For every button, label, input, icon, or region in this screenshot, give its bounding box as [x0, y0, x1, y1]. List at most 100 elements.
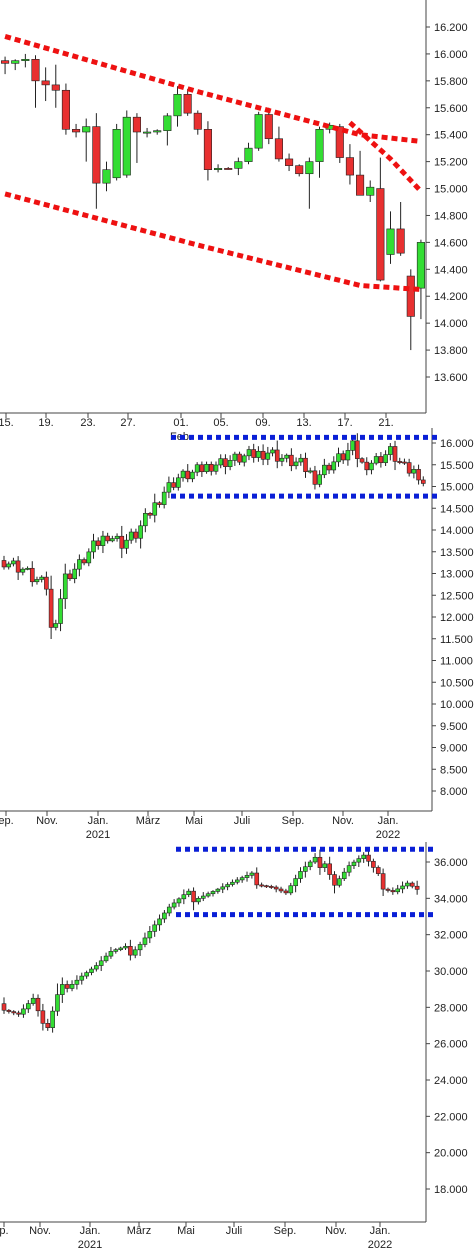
candle-down	[406, 462, 412, 474]
candle-up	[137, 944, 143, 951]
candle-up	[98, 960, 104, 966]
y-tick-label: 9.500	[440, 721, 468, 733]
candle-down	[48, 588, 54, 628]
trend-channel-top	[4, 34, 422, 144]
candle-up	[322, 863, 328, 868]
candle-up	[400, 885, 405, 890]
candle-down	[15, 560, 21, 573]
candle-up	[293, 461, 299, 467]
candle-up	[388, 446, 393, 455]
candle-down	[128, 945, 133, 956]
candle-up	[122, 116, 131, 176]
candle-up	[256, 450, 261, 458]
x-tick-label: 19.	[38, 417, 53, 429]
candle-up	[152, 924, 157, 932]
candle-up	[128, 531, 134, 541]
candle-up	[132, 949, 138, 956]
x-tick-label: 13.	[296, 417, 311, 429]
candle-down	[345, 157, 354, 176]
candle-up	[265, 452, 271, 460]
candle-up	[176, 898, 182, 904]
x-tick-label: p.	[0, 1225, 9, 1237]
candle-up	[118, 947, 123, 950]
candle-down	[259, 884, 264, 887]
candle-down	[132, 116, 141, 133]
candle-down	[326, 464, 332, 471]
candle-up	[143, 513, 148, 527]
candle-up	[142, 937, 148, 945]
candle-up	[55, 994, 60, 1012]
y-tick-label: 11.000	[440, 656, 473, 668]
candle-up	[114, 535, 120, 539]
candle-down	[396, 228, 405, 254]
x-tick-label: Nov.	[332, 815, 354, 827]
y-tick-label: 8.500	[440, 764, 468, 776]
x-tick-label: Jan.	[370, 1225, 391, 1237]
candle-up	[62, 573, 68, 600]
candle-up	[162, 912, 167, 920]
candle-down	[147, 513, 153, 516]
candle-up	[186, 890, 191, 896]
candle-up	[176, 477, 181, 488]
candle-up	[173, 94, 182, 117]
candle-up	[215, 888, 221, 892]
candle-up	[152, 502, 158, 516]
candle-down	[264, 885, 269, 888]
y-tick-label: 8.000	[440, 786, 468, 798]
trend-channel-bottom	[4, 191, 422, 292]
candle-down	[355, 440, 360, 459]
candle-up	[279, 457, 285, 462]
candle-up	[69, 984, 75, 989]
candle-down	[264, 114, 273, 140]
candle-up	[103, 955, 109, 962]
candle-up	[351, 861, 357, 866]
y-tick-label: 24.000	[434, 1075, 468, 1087]
candle-up	[21, 59, 30, 61]
candle-down	[40, 1010, 46, 1024]
x-tick-label: Mai	[185, 815, 203, 827]
y-tick-label: 14.200	[434, 291, 468, 303]
x-tick-label: 09.	[255, 417, 270, 429]
candle-up	[298, 457, 304, 463]
candle-up	[218, 458, 224, 466]
candle-down	[223, 458, 228, 468]
candle-down	[289, 454, 294, 467]
candle-down	[260, 450, 266, 460]
candle-up	[213, 464, 219, 472]
candle-down	[366, 854, 371, 862]
y-tick-label: 12.000	[440, 612, 474, 624]
candle-up	[405, 882, 410, 887]
y-tick-label: 13.000	[440, 569, 474, 581]
candle-up	[112, 129, 121, 179]
candle-down	[397, 461, 403, 463]
candle-up	[307, 861, 313, 868]
candle-down	[269, 886, 274, 888]
candle-down	[81, 559, 87, 564]
candle-up	[82, 126, 91, 133]
candle-up	[30, 997, 36, 1004]
candle-up	[166, 906, 172, 914]
candle-down	[416, 469, 421, 481]
candle-down	[157, 502, 162, 505]
candle-up	[315, 129, 324, 162]
candle-up	[26, 1003, 31, 1010]
candle-up	[317, 474, 322, 485]
candle-down	[171, 482, 176, 488]
x-tick-label: März	[127, 1225, 151, 1237]
x-tick-label: 01.	[173, 417, 188, 429]
candle-up	[50, 1010, 55, 1028]
candle-down	[237, 453, 242, 463]
candle-down	[119, 535, 125, 549]
x-tick-label: 21.	[378, 417, 393, 429]
candle-down	[105, 535, 110, 542]
x-tick-label: ep.	[0, 815, 14, 827]
candle-down	[312, 470, 318, 485]
candle-up	[356, 858, 362, 863]
candle-down	[16, 1012, 21, 1015]
candle-up	[39, 576, 44, 580]
candle-down	[364, 461, 370, 471]
candle-up	[153, 130, 162, 133]
candle-up	[395, 888, 400, 893]
candle-down	[332, 874, 337, 886]
candle-up	[86, 551, 92, 564]
